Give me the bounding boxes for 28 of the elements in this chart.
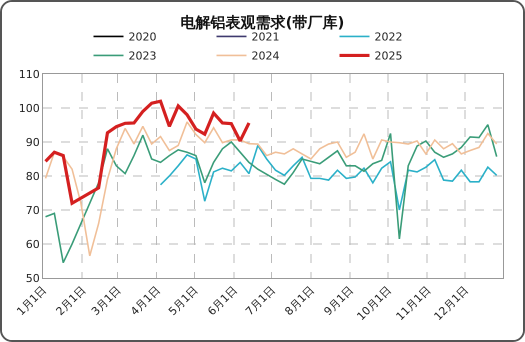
legend-label: 2024 xyxy=(252,50,280,63)
x-tick-label: 4月1日 xyxy=(128,284,163,318)
x-tick-label: 12月1日 xyxy=(432,284,472,324)
y-tick-label: 50 xyxy=(26,272,40,285)
y-tick-label: 90 xyxy=(26,136,40,149)
x-tick-label: 11月1日 xyxy=(394,284,434,324)
y-tick-label: 110 xyxy=(18,68,40,81)
legend-label: 2021 xyxy=(252,30,280,44)
y-tick-label: 100 xyxy=(18,102,40,115)
x-tick-label: 1月1日 xyxy=(14,284,50,318)
x-tick-label: 3月1日 xyxy=(88,284,124,318)
legend-label: 2023 xyxy=(128,50,156,63)
x-tick-label: 8月1日 xyxy=(282,284,317,318)
y-tick-label: 60 xyxy=(26,238,40,251)
x-tick-label: 2月1日 xyxy=(54,284,88,318)
line-series xyxy=(160,144,498,211)
y-tick-label: 70 xyxy=(26,204,40,217)
legend-label: 2022 xyxy=(374,30,402,44)
line-series xyxy=(44,100,251,205)
x-tick-label: 5月1日 xyxy=(166,284,201,318)
x-tick-label: 10月1日 xyxy=(354,284,394,324)
chart-title: 电解铝表观需求(带厂库) xyxy=(180,14,344,32)
x-tick-label: 6月1日 xyxy=(205,284,240,318)
y-tick-label: 80 xyxy=(26,170,40,183)
legend-label: 2020 xyxy=(128,30,156,44)
x-tick-label: 7月1日 xyxy=(243,284,278,318)
legend-label: 2025 xyxy=(374,50,402,63)
x-tick-label: 9月1日 xyxy=(321,284,356,318)
